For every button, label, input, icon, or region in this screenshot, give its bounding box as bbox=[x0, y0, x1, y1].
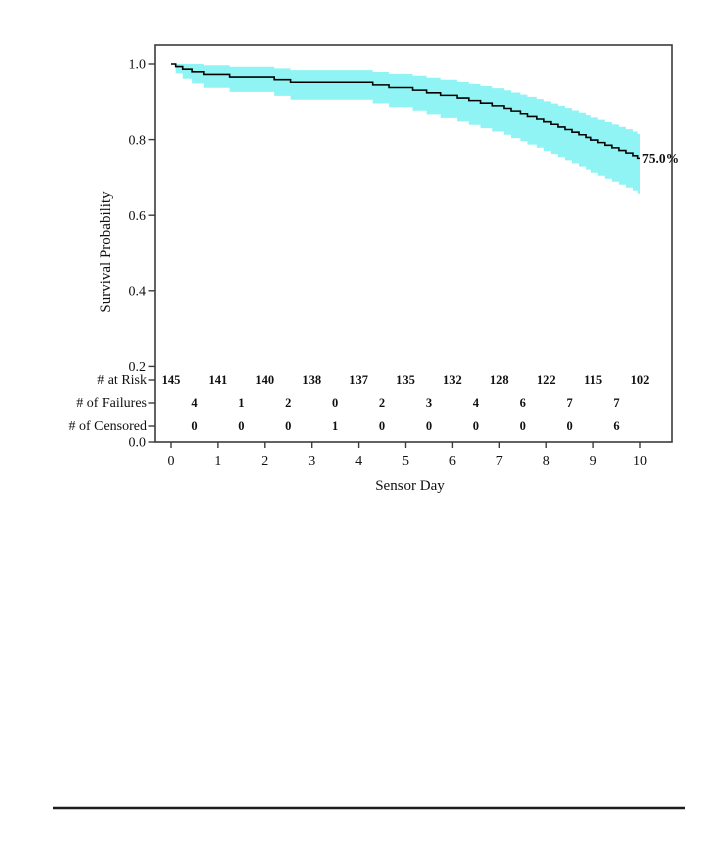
y-axis-title: Survival Probability bbox=[98, 191, 114, 313]
row-label-failures: # of Failures bbox=[76, 396, 147, 411]
risk-table-value: 122 bbox=[537, 373, 556, 387]
x-tick-label: 10 bbox=[633, 454, 647, 469]
risk-table-numbers: 145 141 140 138 137 135 132 128 122 115 102 4 1 2 0 2 3 4… bbox=[162, 373, 650, 433]
risk-table-value: 0 bbox=[379, 419, 385, 433]
x-tick-label: 1 bbox=[214, 454, 221, 469]
final-survival-annotation: 75.0% bbox=[642, 151, 679, 166]
x-tick-label: 7 bbox=[496, 454, 503, 469]
y-tick-label: 1.0 bbox=[129, 58, 147, 73]
x-tick-label: 2 bbox=[261, 454, 268, 469]
risk-table-value: 0 bbox=[332, 396, 338, 410]
risk-table-value: 1 bbox=[238, 396, 244, 410]
risk-table-value: 0 bbox=[426, 419, 432, 433]
y-tick-label: 0.2 bbox=[129, 360, 147, 375]
x-tick-label: 3 bbox=[308, 454, 315, 469]
risk-table-value: 0 bbox=[473, 419, 479, 433]
row-label-censored: # of Censored bbox=[68, 419, 147, 434]
x-tick-label: 4 bbox=[355, 454, 362, 469]
risk-table-value: 0 bbox=[567, 419, 573, 433]
risk-table-value: 141 bbox=[209, 373, 228, 387]
risk-table-value: 6 bbox=[520, 396, 526, 410]
risk-table-value: 132 bbox=[443, 373, 462, 387]
y-tick-label: 0.0 bbox=[129, 436, 147, 451]
plot-frame bbox=[154, 44, 673, 443]
y-tick-label: 0.8 bbox=[129, 133, 147, 148]
risk-table-value: 140 bbox=[255, 373, 274, 387]
risk-table-value: 0 bbox=[285, 419, 291, 433]
y-axis-ticks: 0.0 0.2 0.4 0.6 0.8 1.0 bbox=[129, 58, 155, 451]
risk-table-value: 4 bbox=[473, 396, 480, 410]
x-tick-label: 5 bbox=[402, 454, 409, 469]
risk-table-value: 6 bbox=[613, 419, 619, 433]
risk-table-value: 2 bbox=[285, 396, 291, 410]
y-tick-label: 0.6 bbox=[129, 209, 147, 224]
risk-table-value: 1 bbox=[332, 419, 338, 433]
row-label-at-risk: # at Risk bbox=[97, 373, 147, 388]
risk-table-value: 137 bbox=[349, 373, 368, 387]
x-tick-label: 9 bbox=[590, 454, 597, 469]
risk-table-value: 138 bbox=[302, 373, 321, 387]
survival-step-curve bbox=[171, 63, 640, 160]
x-axis-ticks: 0 1 2 3 4 5 6 7 8 9 10 bbox=[168, 442, 647, 469]
x-tick-label: 6 bbox=[449, 454, 456, 469]
risk-table-value: 0 bbox=[191, 419, 197, 433]
x-tick-label: 8 bbox=[543, 454, 550, 469]
y-tick-label: 0.4 bbox=[129, 285, 147, 300]
risk-table-value: 128 bbox=[490, 373, 509, 387]
risk-table-value: 3 bbox=[426, 396, 432, 410]
risk-table-value: 145 bbox=[162, 373, 181, 387]
risk-table-value: 2 bbox=[379, 396, 385, 410]
x-tick-label: 0 bbox=[168, 454, 175, 469]
risk-table-value: 115 bbox=[584, 373, 602, 387]
risk-table-value: 0 bbox=[520, 419, 526, 433]
risk-table-value: 7 bbox=[567, 396, 573, 410]
risk-table-value: 0 bbox=[238, 419, 244, 433]
risk-table-value: 7 bbox=[613, 396, 619, 410]
risk-table-value: 135 bbox=[396, 373, 415, 387]
risk-table-value: 102 bbox=[631, 373, 650, 387]
confidence-band bbox=[175, 64, 640, 194]
x-axis-title: Sensor Day bbox=[375, 478, 445, 494]
risk-table-value: 4 bbox=[191, 396, 198, 410]
